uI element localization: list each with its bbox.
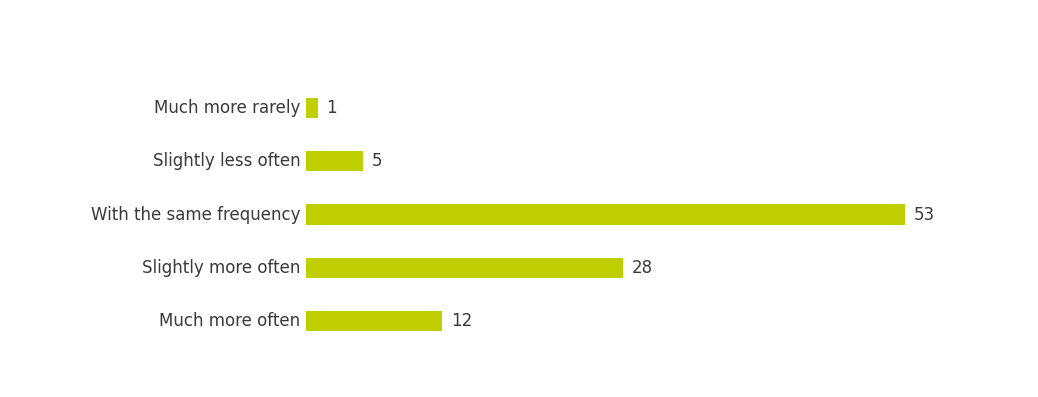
Text: Slightly less often: Slightly less often [153, 152, 301, 170]
Text: 1: 1 [327, 99, 337, 117]
Text: 53: 53 [914, 206, 935, 224]
Bar [306, 204, 905, 225]
Text: 28: 28 [632, 259, 653, 277]
Text: Much more rarely: Much more rarely [155, 99, 301, 117]
Text: Slightly more often: Slightly more often [142, 259, 301, 277]
Text: 12: 12 [450, 312, 472, 330]
Text: 5: 5 [372, 152, 382, 170]
Bar [306, 258, 623, 278]
Text: Much more often: Much more often [160, 312, 301, 330]
Bar [306, 151, 362, 171]
Bar [306, 98, 318, 118]
Bar [306, 311, 442, 331]
Text: With the same frequency: With the same frequency [91, 206, 301, 224]
